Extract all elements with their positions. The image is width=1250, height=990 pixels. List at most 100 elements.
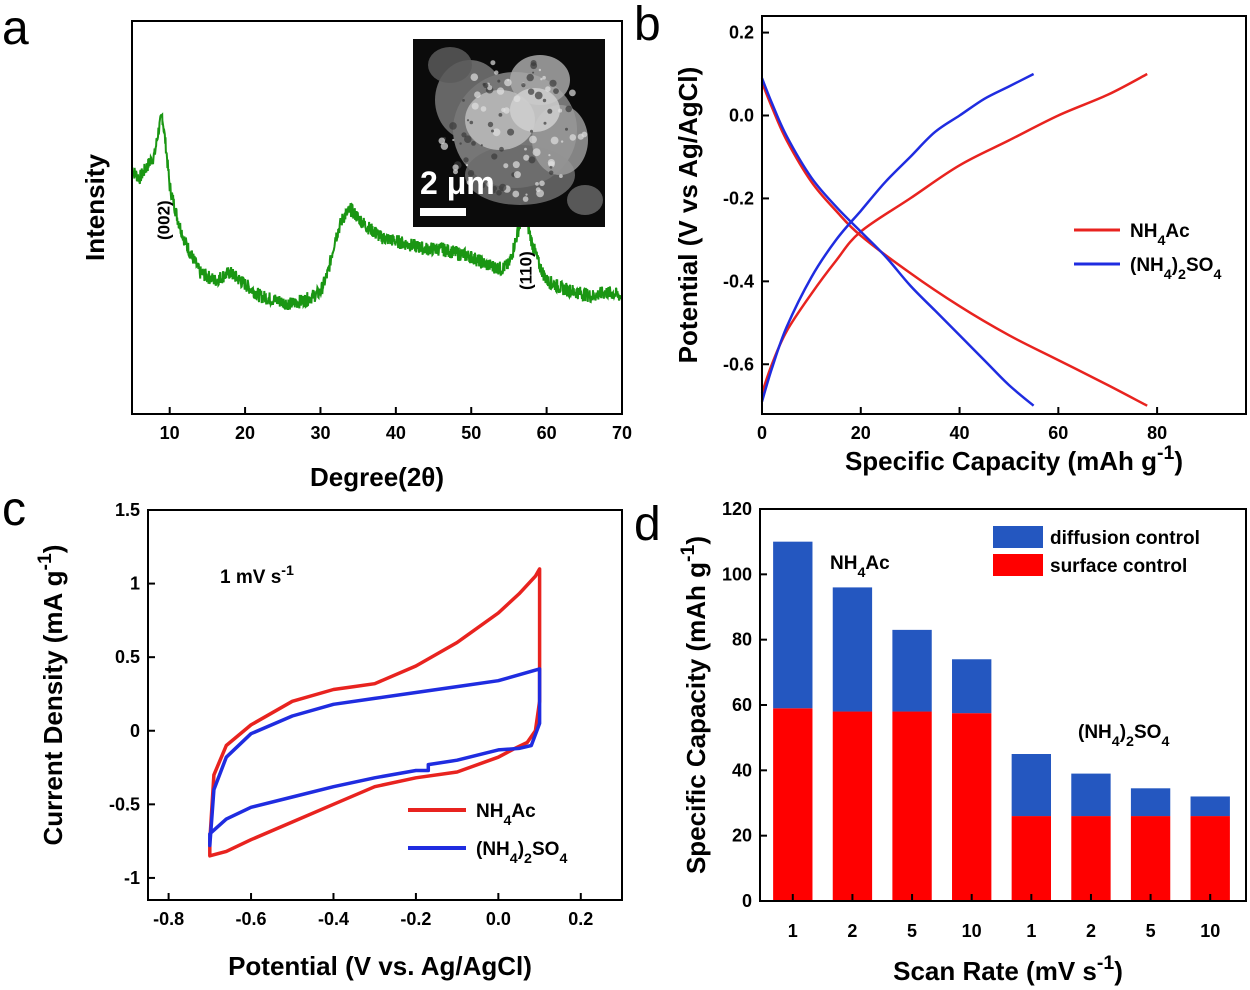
panel-c-ytick-label: 0.5 bbox=[115, 647, 140, 667]
panel-letter-c: c bbox=[2, 483, 26, 536]
panel-a-xtick-label: 20 bbox=[235, 423, 255, 443]
legend-swatch bbox=[993, 554, 1043, 576]
panel-b-xtick-label: 60 bbox=[1048, 423, 1068, 443]
panel-a-xlabel: Degree(2θ) bbox=[310, 462, 444, 492]
panel-c-ytick-label: 0 bbox=[130, 721, 140, 741]
panel-a-xtick-label: 60 bbox=[537, 423, 557, 443]
panel-b-ytick-label: 0.2 bbox=[729, 23, 754, 43]
panel-c-ylabel: Current Density (mA g-1) bbox=[34, 545, 68, 846]
panel-c-ytick-label: 1 bbox=[130, 574, 140, 594]
panel-b-xtick-label: 20 bbox=[851, 423, 871, 443]
sem-inset-image: 2 μm bbox=[413, 39, 605, 227]
panel-b-ytick-label: -0.2 bbox=[723, 188, 754, 208]
bar-surface-control bbox=[1011, 816, 1052, 901]
panel-d-xlabel: Scan Rate (mV s-1) bbox=[893, 952, 1123, 986]
xrd-trace bbox=[131, 112, 623, 311]
panel-b-ytick-label: 0.0 bbox=[729, 106, 754, 126]
panel-a-axes bbox=[131, 20, 623, 415]
legend-entry: diffusion control bbox=[1050, 528, 1200, 549]
panel-c-xtick-label: -0.2 bbox=[400, 909, 431, 929]
legend-entry: NH4Ac bbox=[1130, 221, 1190, 249]
scan-rate-annotation: 1 mV s-1 bbox=[220, 563, 294, 588]
gcd-curve-nh4ac bbox=[760, 72, 1148, 394]
panel-a: Degree(2θ) Intensity (002) (110) 2 μm bbox=[80, 39, 623, 492]
bar-diffusion-control bbox=[892, 629, 932, 712]
panel-d-ytick-label: 0 bbox=[742, 891, 752, 911]
panel-d-ytick-label: 80 bbox=[732, 630, 752, 650]
bar-surface-control bbox=[773, 708, 813, 901]
bar-diffusion-control bbox=[1130, 788, 1171, 817]
panel-a-xtick-label: 10 bbox=[160, 423, 180, 443]
legend-entry: (NH4)2SO4 bbox=[476, 839, 567, 867]
bar-surface-control bbox=[832, 711, 873, 901]
peak-annotation: (110) bbox=[517, 251, 536, 290]
panel-c-xlabel: Potential (V vs. Ag/AgCl) bbox=[228, 951, 532, 981]
panel-b-ytick-label: -0.6 bbox=[723, 354, 754, 374]
panel-c-xtick-label: -0.4 bbox=[318, 909, 349, 929]
panel-c-ytick-label: -0.5 bbox=[109, 794, 140, 814]
panel-c-ytick-label: 1.5 bbox=[115, 500, 140, 520]
bar-diffusion-control bbox=[773, 541, 813, 709]
panel-d: 1 2 5 10 1 2 5 10 Scan Rate (mV s-1) Specific Cap… bbox=[677, 526, 1230, 986]
panel-b-axes bbox=[761, 15, 1247, 415]
panel-b: Specific Capacity (mAh g-1) Potential (V … bbox=[673, 67, 1221, 476]
panel-letter-d: d bbox=[634, 498, 661, 551]
panel-a-xtick-label: 50 bbox=[461, 423, 481, 443]
peak-annotation: (002) bbox=[155, 200, 174, 240]
panel-b-ylabel: Potential (V vs Ag/AgCl) bbox=[673, 67, 703, 364]
bar-surface-control bbox=[952, 713, 992, 901]
bar-diffusion-control bbox=[1190, 796, 1230, 817]
gcd-curve-nh4ac bbox=[760, 81, 1148, 407]
group-label-nh4ac: NH4Ac bbox=[830, 553, 890, 581]
panel-d-ytick-label: 20 bbox=[732, 826, 752, 846]
panel-c-xtick-label: -0.6 bbox=[236, 909, 267, 929]
gcd-curve-nh4so4 bbox=[760, 72, 1035, 402]
panel-d-xtick-label: 10 bbox=[962, 921, 982, 941]
panel-d-ytick-label: 100 bbox=[722, 564, 752, 584]
panel-a-xtick-label: 30 bbox=[310, 423, 330, 443]
panel-b-xlabel: Specific Capacity (mAh g-1) bbox=[845, 442, 1183, 476]
panel-b-xtick-label: 40 bbox=[950, 423, 970, 443]
panel-c-ytick-label: -1 bbox=[124, 868, 140, 888]
panel-a-xtick-label: 70 bbox=[612, 423, 632, 443]
bar-diffusion-control bbox=[832, 587, 873, 712]
panel-c-xtick-label: 0.2 bbox=[568, 909, 593, 929]
panel-c-xtick-label: -0.8 bbox=[153, 909, 184, 929]
panel-c-axes bbox=[147, 509, 623, 901]
panel-d-xtick-label: 5 bbox=[907, 921, 917, 941]
panel-d-xtick-label: 10 bbox=[1200, 921, 1220, 941]
bar-surface-control bbox=[1190, 816, 1230, 901]
legend-swatch bbox=[993, 526, 1043, 548]
cv-loop-nh4ac bbox=[208, 567, 542, 858]
panel-b-xtick-label: 80 bbox=[1147, 423, 1167, 443]
panel-d-xtick-label: 5 bbox=[1146, 921, 1156, 941]
panel-d-ytick-label: 120 bbox=[722, 499, 752, 519]
panel-d-ylabel: Specific Capacity (mAh g-1) bbox=[677, 536, 711, 874]
panel-d-ytick-label: 60 bbox=[732, 695, 752, 715]
scale-bar bbox=[420, 208, 466, 216]
panel-a-ylabel: Intensity bbox=[80, 154, 110, 261]
panel-a-xtick-label: 40 bbox=[386, 423, 406, 443]
bar-surface-control bbox=[892, 711, 932, 901]
panel-b-ytick-label: -0.4 bbox=[723, 271, 754, 291]
bar-diffusion-control bbox=[1071, 773, 1111, 817]
panel-c-xtick-label: 0.0 bbox=[486, 909, 511, 929]
group-label-nh4so4: (NH4)2SO4 bbox=[1078, 722, 1169, 750]
bar-surface-control bbox=[1071, 816, 1111, 901]
legend-entry: (NH4)2SO4 bbox=[1130, 255, 1221, 283]
legend-entry: surface control bbox=[1050, 556, 1187, 577]
panel-d-ytick-label: 40 bbox=[732, 760, 752, 780]
panel-b-xtick-label: 0 bbox=[757, 423, 767, 443]
bar-diffusion-control bbox=[952, 659, 992, 714]
panel-d-xtick-label: 2 bbox=[847, 921, 857, 941]
scale-bar-label: 2 μm bbox=[420, 165, 495, 201]
panel-letter-a: a bbox=[2, 2, 29, 55]
panel-d-xtick-label: 1 bbox=[788, 921, 798, 941]
bar-diffusion-control bbox=[1011, 754, 1052, 817]
panel-d-xtick-label: 1 bbox=[1026, 921, 1036, 941]
cv-loop-nh4so4 bbox=[208, 667, 542, 848]
panel-c: Potential (V vs. Ag/AgCl) Current Density… bbox=[34, 545, 567, 981]
gcd-curve-nh4so4 bbox=[760, 77, 1035, 407]
panel-letter-b: b bbox=[634, 0, 661, 51]
